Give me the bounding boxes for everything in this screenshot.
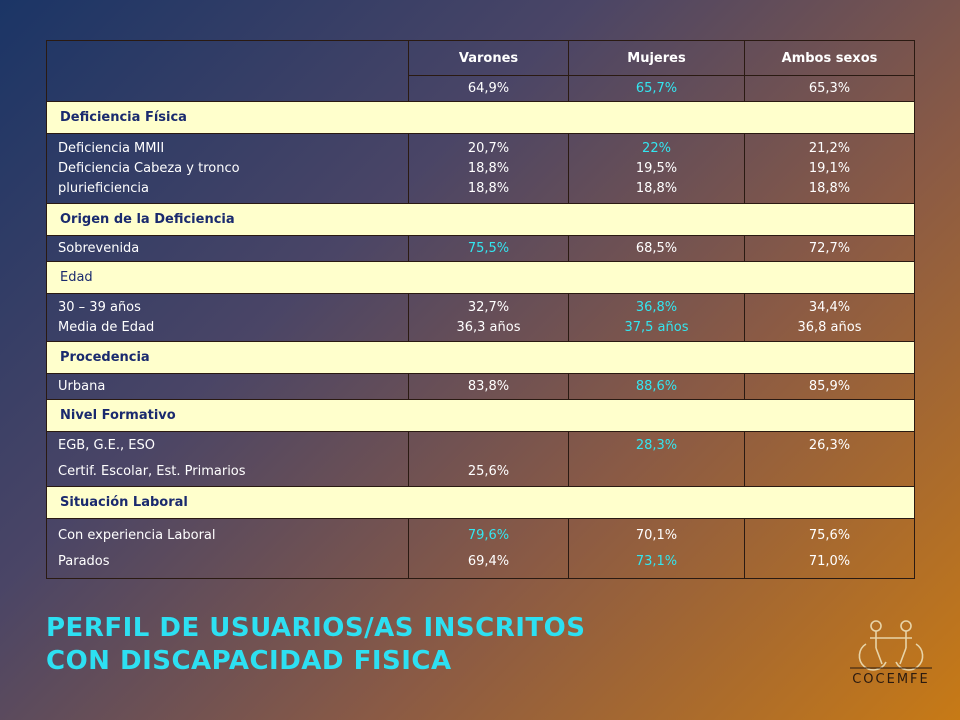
mujeres-cell: 70,1% 73,1% xyxy=(568,518,745,579)
value: 26,3% xyxy=(808,438,851,453)
corner-cell xyxy=(46,40,409,102)
mujeres-cell: 28,3% xyxy=(568,431,745,487)
row-label: Certif. Escolar, Est. Primarios xyxy=(58,464,246,479)
table-row: Con experiencia Laboral Parados 79,6% 69… xyxy=(46,518,915,579)
varones-cell: 25,6% xyxy=(408,431,569,487)
value: 71,0% xyxy=(808,553,851,569)
ambos-cell: 34,4% 36,8 años xyxy=(744,293,915,342)
section-title: Origen de la Deficiencia xyxy=(46,203,915,236)
header-mujeres: Mujeres xyxy=(568,40,745,76)
table-row: Deficiencia MMII Deficiencia Cabeza y tr… xyxy=(46,133,915,204)
mujeres-cell: 88,6% xyxy=(568,373,745,400)
varones-cell: 79,6% 69,4% xyxy=(408,518,569,579)
varones-cell: 83,8% xyxy=(408,373,569,400)
totals-row: 64,9% 65,7% 65,3% xyxy=(47,75,915,102)
section-title: Deficiencia Física xyxy=(46,101,915,134)
value: 18,8% xyxy=(635,180,678,196)
section-origen: Origen de la Deficiencia xyxy=(46,203,915,236)
row-label: Parados xyxy=(58,553,110,569)
section-nivel: Nivel Formativo xyxy=(46,399,915,432)
mujeres-cell: 36,8% 37,5 años xyxy=(568,293,745,342)
table-row: Sobrevenida 75,5% 68,5% 72,7% xyxy=(46,235,915,262)
header-row: Varones Mujeres Ambos sexos xyxy=(46,40,915,102)
section-title: Procedencia xyxy=(46,341,915,374)
value: 36,8% xyxy=(635,299,678,315)
value: 21,2% xyxy=(808,140,851,156)
mujeres-cell: 22% 19,5% 18,8% xyxy=(568,133,745,204)
table-row: Urbana 83,8% 88,6% 85,9% xyxy=(46,373,915,400)
row-labels: Con experiencia Laboral Parados xyxy=(46,518,409,579)
section-edad: Edad xyxy=(46,261,915,294)
value: 18,8% xyxy=(467,180,510,196)
header-ambos: Ambos sexos xyxy=(744,40,915,76)
value: 20,7% xyxy=(467,140,510,156)
value: 34,4% xyxy=(808,299,851,315)
value: 37,5 años xyxy=(624,319,689,335)
value: 75,6% xyxy=(808,527,851,543)
header-varones: Varones xyxy=(408,40,569,76)
value: 25,6% xyxy=(467,464,510,479)
section-laboral: Situación Laboral xyxy=(46,486,915,519)
title-line: CON DISCAPACIDAD FISICA xyxy=(46,646,452,676)
empty-value xyxy=(569,459,744,485)
cocemfe-logo-icon xyxy=(850,620,932,671)
row-label: Deficiencia Cabeza y tronco xyxy=(58,160,240,176)
ambos-cell: 85,9% xyxy=(744,373,915,400)
row-label: Media de Edad xyxy=(58,319,155,335)
row-label: plurieficiencia xyxy=(58,180,149,196)
value: 19,5% xyxy=(635,160,678,176)
row-labels: EGB, G.E., ESO Certif. Escolar, Est. Pri… xyxy=(46,431,409,487)
value: 32,7% xyxy=(467,299,510,315)
row-label: 30 – 39 años xyxy=(58,299,141,315)
data-table: Varones Mujeres Ambos sexos 64,9% 65,7% … xyxy=(46,40,915,579)
logo-text: COCEMFE xyxy=(852,672,930,687)
section-title: Situación Laboral xyxy=(46,486,915,519)
table-row: 30 – 39 años Media de Edad 32,7% 36,3 añ… xyxy=(46,293,915,342)
value: 18,8% xyxy=(467,160,510,176)
section-title: Nivel Formativo xyxy=(46,399,915,432)
varones-cell: 20,7% 18,8% 18,8% xyxy=(408,133,569,204)
ambos-cell: 75,6% 71,0% xyxy=(744,518,915,579)
value: 73,1% xyxy=(635,553,678,569)
empty-value xyxy=(745,459,914,485)
row-label: Con experiencia Laboral xyxy=(58,527,216,543)
ambos-cell: 72,7% xyxy=(744,235,915,262)
row-label: EGB, G.E., ESO xyxy=(58,438,155,453)
value: 28,3% xyxy=(635,438,678,453)
varones-cell: 32,7% 36,3 años xyxy=(408,293,569,342)
value: 36,8 años xyxy=(797,319,862,335)
value: 70,1% xyxy=(635,527,678,543)
row-label: Deficiencia MMII xyxy=(58,140,165,156)
page-title: PERFIL DE USUARIOS/AS INSCRITOS CON DISC… xyxy=(46,612,585,678)
row-labels: Deficiencia MMII Deficiencia Cabeza y tr… xyxy=(46,133,409,204)
row-label: Sobrevenida xyxy=(46,235,409,262)
section-procedencia: Procedencia xyxy=(46,341,915,374)
empty-value xyxy=(409,433,568,459)
row-label: Urbana xyxy=(46,373,409,400)
title-line: PERFIL DE USUARIOS/AS INSCRITOS xyxy=(46,613,586,643)
table-row: EGB, G.E., ESO Certif. Escolar, Est. Pri… xyxy=(46,431,915,487)
value: 36,3 años xyxy=(456,319,521,335)
section-title: Edad xyxy=(46,261,915,294)
row-labels: 30 – 39 años Media de Edad xyxy=(46,293,409,342)
section-deficiencia: Deficiencia Física xyxy=(46,101,915,134)
total-varones: 64,9% xyxy=(408,75,569,102)
value: 22% xyxy=(642,140,671,156)
value: 18,8% xyxy=(808,180,851,196)
ambos-cell: 26,3% xyxy=(744,431,915,487)
value: 19,1% xyxy=(808,160,851,176)
value: 79,6% xyxy=(467,527,510,543)
total-ambos: 65,3% xyxy=(744,75,915,102)
ambos-cell: 21,2% 19,1% 18,8% xyxy=(744,133,915,204)
total-mujeres: 65,7% xyxy=(568,75,745,102)
varones-cell: 75,5% xyxy=(408,235,569,262)
value: 69,4% xyxy=(467,553,510,569)
mujeres-cell: 68,5% xyxy=(568,235,745,262)
